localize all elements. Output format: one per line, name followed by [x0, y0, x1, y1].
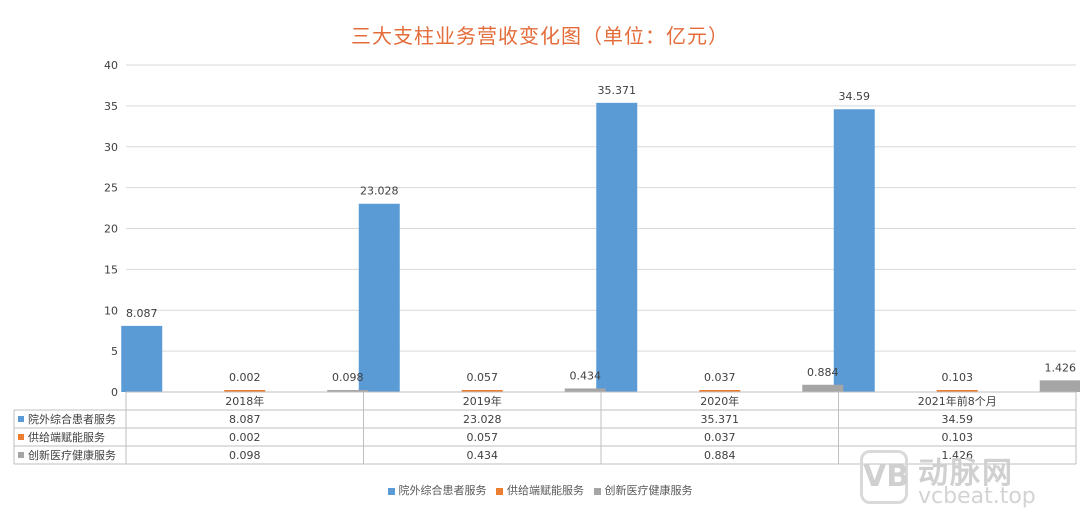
y-tick-label: 30	[104, 141, 118, 154]
category-label: 2018年	[225, 394, 264, 408]
data-label: 0.103	[942, 371, 974, 384]
bar	[121, 325, 163, 392]
bar	[224, 390, 266, 392]
table-cell: 8.087	[229, 413, 261, 426]
bar	[596, 102, 638, 392]
table-cell: 23.028	[463, 413, 502, 426]
chart-title: 三大支柱业务营收变化图（单位：亿元）	[351, 24, 729, 48]
y-tick-label: 5	[111, 345, 118, 358]
data-label: 8.087	[126, 307, 158, 320]
table-series-name: 院外综合患者服务	[28, 412, 116, 426]
data-label: 23.028	[360, 185, 399, 198]
table-series-swatch	[18, 452, 24, 458]
legend-label: 院外综合患者服务	[398, 484, 487, 497]
table-series-name: 创新医疗健康服务	[28, 448, 116, 462]
category-label: 2020年	[700, 394, 739, 408]
data-label: 0.057	[467, 371, 499, 384]
bar	[461, 390, 503, 392]
legend-label: 供给端赋能服务	[507, 484, 584, 497]
y-tick-label: 15	[104, 263, 118, 276]
bar	[564, 388, 606, 392]
data-label: 0.002	[229, 371, 261, 384]
legend-swatch	[593, 487, 601, 495]
table-series-swatch	[18, 416, 24, 422]
table-cell: 0.098	[229, 449, 261, 462]
data-label: 0.037	[704, 371, 736, 384]
data-label: 1.426	[1045, 361, 1077, 374]
y-tick-label: 10	[104, 304, 118, 317]
category-label: 2021年前8个月	[918, 394, 997, 408]
y-tick-label: 0	[111, 386, 118, 399]
table-cell: 35.371	[701, 413, 740, 426]
data-label: 0.434	[570, 369, 602, 382]
bar	[699, 390, 741, 392]
legend: 院外综合患者服务 供给端赋能服务 创新医疗健康服务	[0, 482, 1080, 498]
bar	[1039, 380, 1080, 392]
bar	[802, 384, 844, 392]
y-tick-label: 35	[104, 100, 118, 113]
watermark-logo: VB	[860, 450, 909, 504]
y-tick-label: 20	[104, 223, 118, 236]
watermark-cn: 动脉网	[918, 456, 1014, 491]
legend-swatch	[387, 487, 395, 495]
table-cell: 0.103	[942, 431, 974, 444]
legend-item-s3: 创新医疗健康服务	[593, 482, 693, 498]
table-cell: 34.59	[942, 413, 974, 426]
table-cell: 0.057	[467, 431, 499, 444]
watermark: VB 动脉网 vcbeat.top	[860, 448, 1075, 510]
y-tick-label: 40	[104, 59, 118, 72]
bar	[936, 390, 978, 392]
legend-label: 创新医疗健康服务	[604, 484, 693, 497]
table-cell: 0.002	[229, 431, 261, 444]
data-label: 0.884	[807, 366, 839, 379]
legend-item-s1: 院外综合患者服务	[387, 482, 487, 498]
table-cell: 0.434	[467, 449, 499, 462]
bar	[833, 109, 875, 393]
table-series-swatch	[18, 434, 24, 440]
watermark-en: vcbeat.top	[918, 484, 1036, 509]
bar	[358, 203, 400, 392]
legend-swatch	[496, 487, 503, 495]
y-tick-label: 25	[104, 182, 118, 195]
data-label: 0.098	[332, 371, 364, 384]
category-label: 2019年	[463, 394, 502, 408]
table-series-name: 供给端赋能服务	[28, 430, 105, 444]
data-label: 35.371	[598, 84, 637, 97]
bar	[327, 390, 369, 392]
legend-item-s2: 供给端赋能服务	[496, 482, 584, 498]
bar-chart: 0 5 10 15 20 25 30 35 40 8.087 23.028 35.371 34.59 0.…	[13, 59, 1080, 465]
table-cell: 0.037	[704, 431, 736, 444]
data-label: 34.59	[839, 90, 871, 103]
table-cell: 1.426	[942, 449, 974, 462]
table-cell: 0.884	[704, 449, 736, 462]
